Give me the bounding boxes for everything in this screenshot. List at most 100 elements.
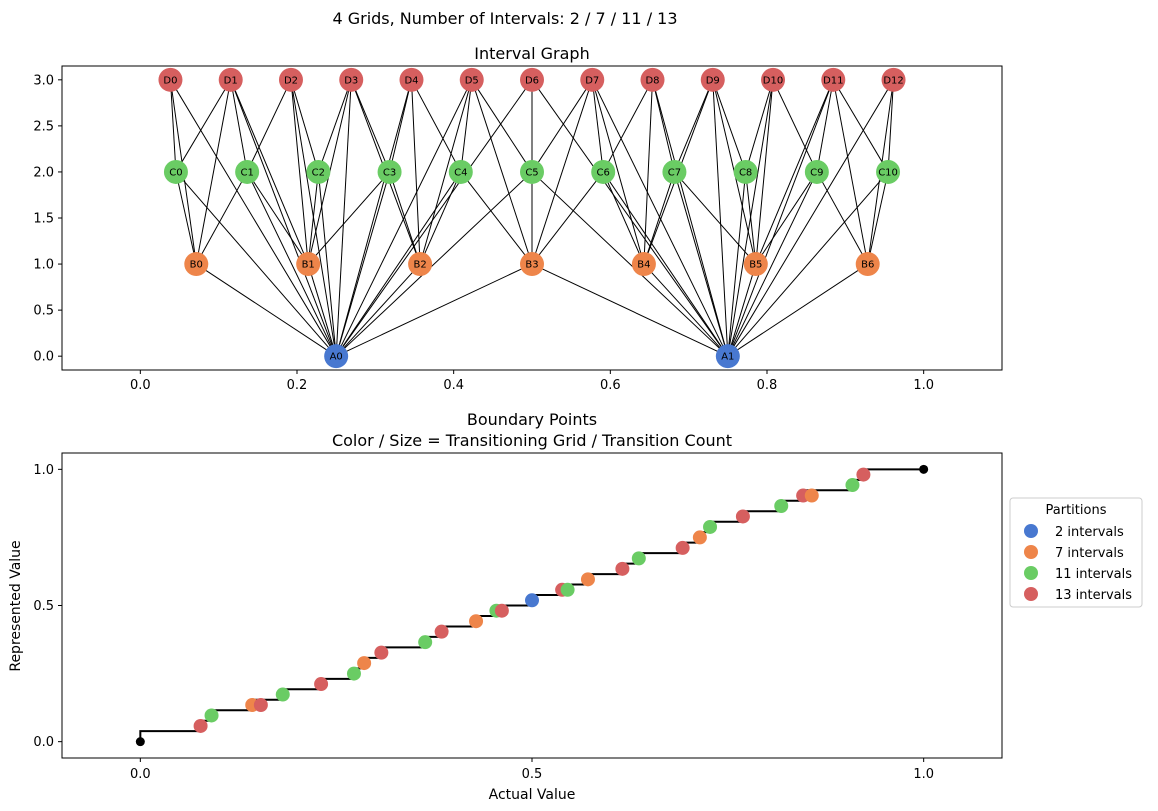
legend-item: 2 intervals xyxy=(1024,524,1124,540)
edge-A1-C7 xyxy=(673,171,729,357)
node-circle xyxy=(733,159,758,184)
legend-label: 11 intervals xyxy=(1055,567,1132,582)
edge-C10-D12 xyxy=(887,79,895,172)
node-circle xyxy=(158,67,183,92)
edge-B5-C7 xyxy=(674,171,757,265)
node-C8: C8 xyxy=(733,159,758,184)
edge-A1-D8 xyxy=(652,79,729,357)
edge-C8-D9 xyxy=(712,79,747,173)
edge-B3-D7 xyxy=(531,79,593,265)
node-circle xyxy=(591,159,616,184)
edge-A0-D4 xyxy=(335,79,412,357)
edge-A0-B1 xyxy=(307,263,337,357)
node-label: C0 xyxy=(169,167,182,178)
node-label: C3 xyxy=(383,167,396,178)
node-circle xyxy=(520,159,544,184)
edge-A1-C6 xyxy=(602,171,729,357)
boundary-point xyxy=(774,498,789,513)
legend-marker xyxy=(1024,566,1038,580)
y-tick-label: 1.0 xyxy=(33,463,54,478)
boundary-point xyxy=(692,530,707,545)
x-tick-label: 0.5 xyxy=(522,767,543,782)
edge-B3-C6 xyxy=(531,171,604,265)
boundary-points-panel: Boundary Points Color / Size = Transitio… xyxy=(8,410,1143,803)
legend-marker xyxy=(1024,545,1038,559)
endpoint-marker xyxy=(919,464,929,474)
edge-A1-D6 xyxy=(531,79,729,357)
boundary-point xyxy=(374,645,389,660)
x-tick-label: 0.4 xyxy=(443,378,464,393)
edge-B3-C4 xyxy=(460,171,533,265)
edge-A0-D3 xyxy=(335,79,352,357)
node-circle xyxy=(520,252,544,277)
boundary-point xyxy=(204,708,219,723)
node-D10: D10 xyxy=(761,67,786,92)
node-circle xyxy=(448,159,473,184)
node-label: C9 xyxy=(810,167,823,178)
node-label: C10 xyxy=(878,167,898,178)
y-tick-label: 3.0 xyxy=(33,73,54,88)
y-tick-label: 0.0 xyxy=(33,350,54,365)
y-tick-label: 2.0 xyxy=(33,165,54,180)
edge-A1-B4 xyxy=(643,263,729,357)
node-circle xyxy=(761,67,786,92)
node-label: D11 xyxy=(823,75,843,86)
edge-B4-D7 xyxy=(591,79,645,265)
legend-marker xyxy=(1024,587,1038,601)
node-B6: B6 xyxy=(855,252,880,277)
node-D12: D12 xyxy=(881,67,906,92)
boundary-point xyxy=(253,698,268,713)
node-C10: C10 xyxy=(876,159,901,184)
legend-label: 2 intervals xyxy=(1055,525,1124,540)
edge-A0-D6 xyxy=(335,79,533,357)
edge-A1-D7 xyxy=(591,79,729,357)
node-C2: C2 xyxy=(306,159,331,184)
y-tick-label: 0.5 xyxy=(33,304,54,319)
interval-graph-panel: Interval Graph 0.0 0.2 0.4 0.6 0.8 1.0 0.0 0.5 1… xyxy=(33,44,1003,393)
node-label: D6 xyxy=(525,75,539,86)
boundary-points-markers xyxy=(135,464,929,747)
node-C7: C7 xyxy=(662,159,687,184)
edge-B0-C1 xyxy=(195,171,248,265)
node-circle xyxy=(324,344,349,369)
edge-C4-D5 xyxy=(460,79,473,172)
edge-B5-D10 xyxy=(755,79,774,265)
legend-item: 11 intervals xyxy=(1024,566,1132,582)
node-label: B4 xyxy=(637,260,650,271)
node-label: C4 xyxy=(454,167,467,178)
edge-B1-C3 xyxy=(307,171,390,265)
legend-item: 7 intervals xyxy=(1024,545,1124,561)
node-circle xyxy=(804,159,829,184)
edge-C9-D11 xyxy=(816,79,834,173)
x-axis-label: Actual Value xyxy=(489,787,576,803)
interval-graph-edges xyxy=(169,79,895,357)
boundary-point xyxy=(560,582,575,597)
boundary-point xyxy=(735,509,750,524)
edge-B1-D2 xyxy=(290,79,309,265)
legend-box xyxy=(1009,497,1143,608)
node-label: B3 xyxy=(525,260,538,271)
node-C5: C5 xyxy=(520,159,544,184)
node-label: D1 xyxy=(224,75,238,86)
node-circle xyxy=(235,159,260,184)
edge-C6-D8 xyxy=(602,79,653,173)
node-circle xyxy=(876,159,901,184)
interval-graph-nodes: A0 A1 B0 B1 B2 B3 B4 B5 B6 C0 C1 C2 C3 C4 C5 C6 C7 C8 C9 C1… xyxy=(158,67,906,369)
node-C3: C3 xyxy=(377,159,402,184)
edge-B6-C10 xyxy=(867,171,889,265)
edge-A1-C9 xyxy=(727,171,818,357)
node-circle xyxy=(278,67,303,92)
x-tick-label: 0.2 xyxy=(287,378,308,393)
edge-A0-C4 xyxy=(335,171,462,357)
boundary-points-title: Boundary Points xyxy=(467,410,597,429)
node-B3: B3 xyxy=(520,252,544,277)
edge-B6-C9 xyxy=(816,171,869,265)
node-D0: D0 xyxy=(158,67,183,92)
edge-B5-D11 xyxy=(755,79,834,265)
node-D7: D7 xyxy=(580,67,605,92)
edge-C7-D9 xyxy=(673,79,714,173)
edge-C4-D4 xyxy=(411,79,462,173)
legend-label: 7 intervals xyxy=(1055,546,1124,561)
edge-C2-D3 xyxy=(317,79,352,173)
